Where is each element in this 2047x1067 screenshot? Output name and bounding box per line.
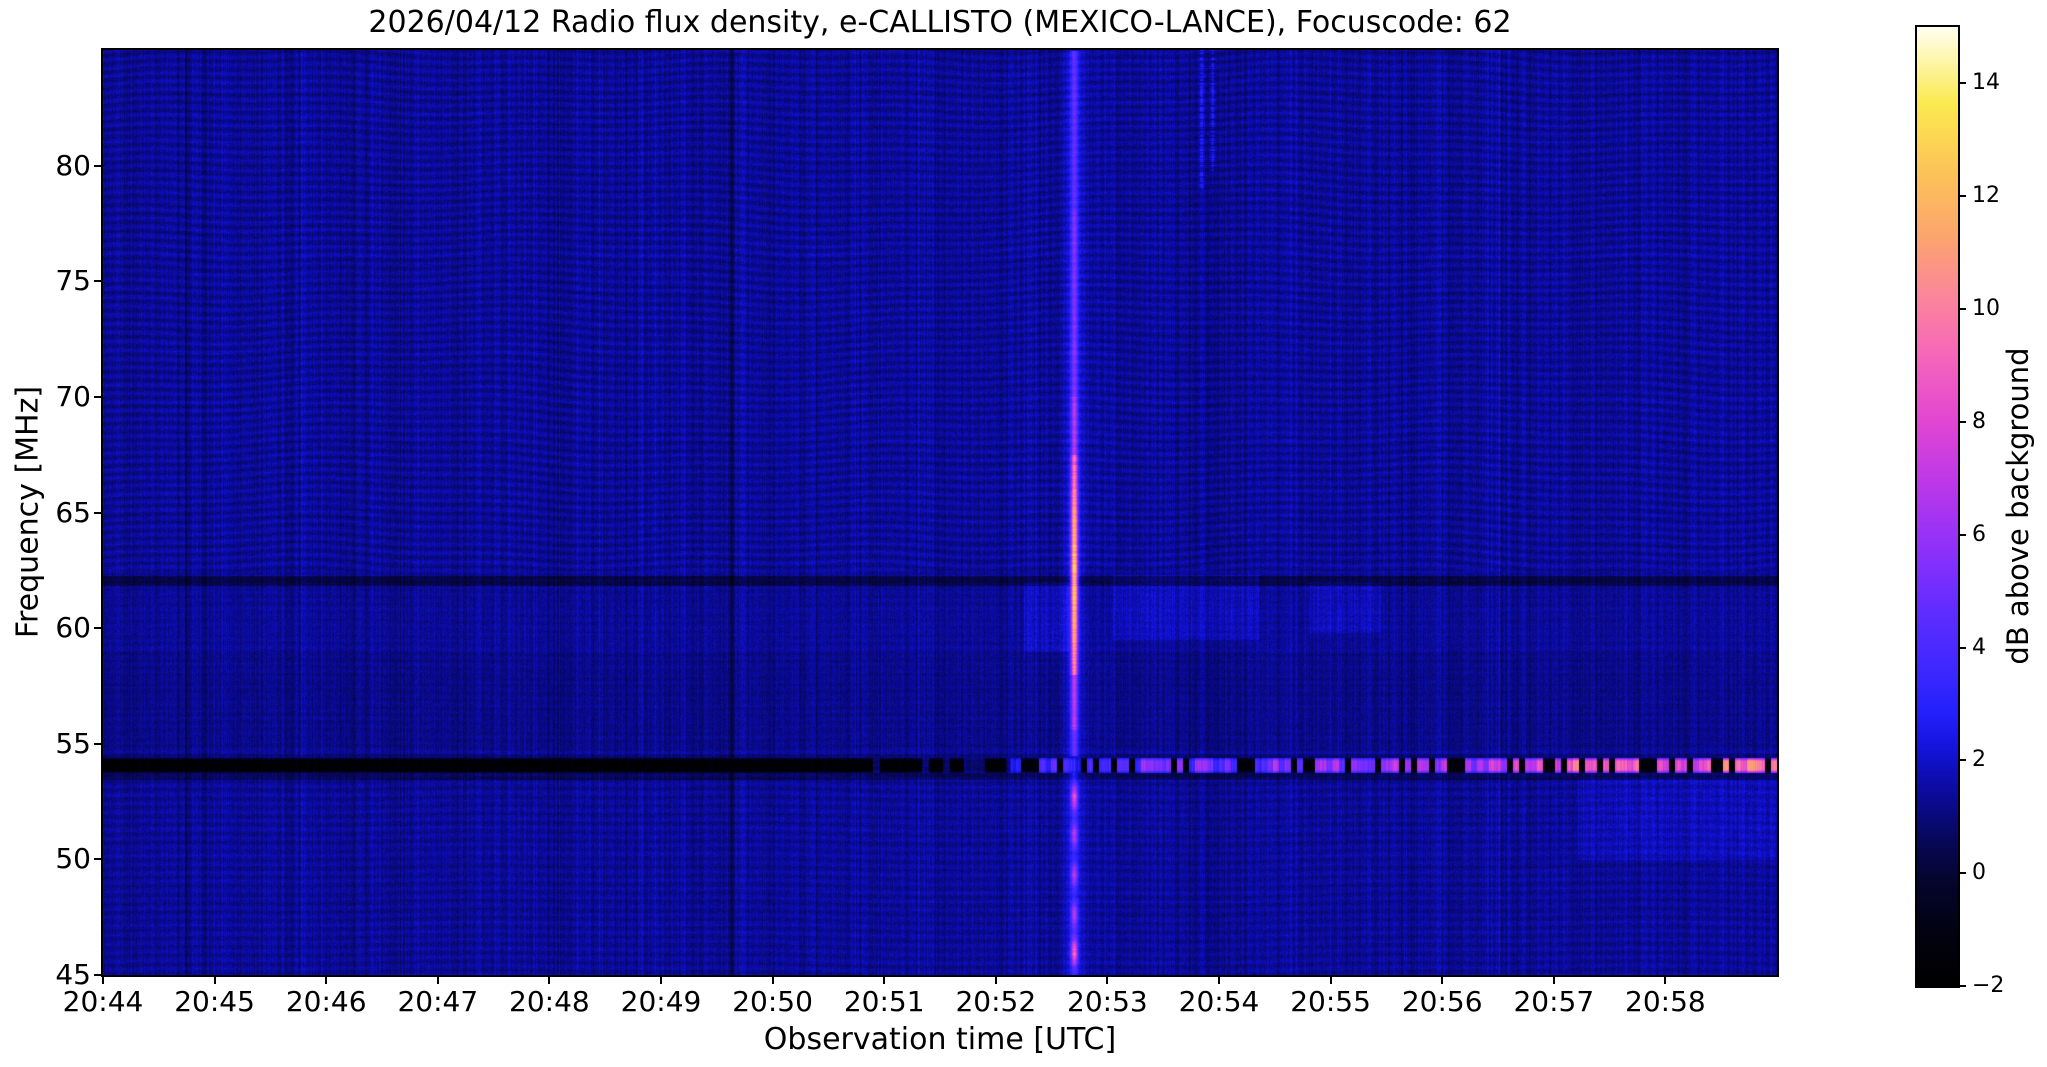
spectrogram-canvas	[103, 50, 1777, 975]
x-tick-mark	[994, 975, 997, 984]
x-tick-label: 20:44	[62, 985, 144, 1018]
colorbar-tick-mark	[1958, 872, 1966, 875]
colorbar-tick-label: 12	[1972, 183, 2000, 209]
y-tick-label: 80	[55, 148, 91, 182]
x-tick-label: 20:56	[1401, 985, 1483, 1018]
colorbar	[1915, 25, 1960, 988]
colorbar-tick-label: 14	[1972, 70, 2000, 96]
y-tick-mark	[94, 395, 103, 398]
x-tick-label: 20:50	[732, 985, 813, 1018]
x-tick-mark	[660, 975, 662, 984]
colorbar-tick-label: 4	[1972, 634, 1986, 660]
colorbar-tick-label: 6	[1972, 521, 1986, 547]
colorbar-tick-mark	[1958, 195, 1966, 198]
x-tick-label: 20:53	[1067, 985, 1148, 1018]
x-tick-label: 20:47	[397, 985, 479, 1018]
colorbar-tick-label: 10	[1972, 296, 2000, 322]
colorbar-tick-mark	[1958, 985, 1966, 987]
chart-title: 2026/04/12 Radio flux density, e-CALLIST…	[368, 5, 1512, 40]
x-tick-label: 20:57	[1513, 985, 1595, 1018]
y-tick-mark	[94, 974, 103, 976]
y-tick-mark	[94, 511, 103, 514]
colorbar-label: dB above background	[2001, 347, 2035, 665]
x-tick-mark	[1441, 975, 1444, 984]
x-tick-mark	[1218, 975, 1220, 984]
colorbar-tick-mark	[1958, 420, 1966, 423]
x-tick-label: 20:52	[955, 985, 1037, 1018]
y-tick-mark	[94, 627, 103, 630]
colorbar-tick-mark	[1958, 646, 1966, 649]
y-tick-label: 65	[55, 495, 91, 529]
colorbar-tick-label: −2	[1972, 973, 2005, 998]
y-tick-mark	[94, 858, 103, 861]
y-tick-label: 50	[55, 842, 91, 876]
y-tick-label: 75	[55, 264, 91, 298]
x-tick-label: 20:45	[174, 985, 255, 1018]
x-tick-label: 20:51	[843, 985, 925, 1018]
y-tick-label: 60	[55, 611, 91, 645]
colorbar-gradient	[1917, 27, 1958, 986]
x-tick-mark	[548, 975, 551, 984]
x-tick-label: 20:49	[620, 985, 702, 1018]
plot-area	[101, 48, 1779, 977]
x-tick-label: 20:55	[1290, 985, 1371, 1018]
x-axis-label: Observation time [UTC]	[763, 1022, 1117, 1057]
y-tick-mark	[94, 164, 103, 167]
x-tick-mark	[325, 975, 328, 984]
colorbar-tick-label: 0	[1972, 860, 1986, 886]
x-tick-label: 20:54	[1178, 985, 1260, 1018]
y-tick-mark	[94, 280, 103, 283]
x-tick-label: 20:58	[1625, 985, 1706, 1018]
y-tick-mark	[94, 742, 103, 745]
x-tick-label: 20:48	[509, 985, 590, 1018]
x-tick-mark	[883, 975, 886, 984]
x-tick-mark	[1106, 975, 1109, 984]
colorbar-tick-mark	[1958, 759, 1966, 762]
colorbar-tick-mark	[1958, 82, 1966, 85]
colorbar-tick-mark	[1958, 308, 1966, 311]
x-tick-mark	[1552, 975, 1555, 984]
colorbar-tick-label: 2	[1972, 747, 1986, 773]
x-tick-mark	[1664, 975, 1667, 984]
colorbar-tick-label: 8	[1972, 408, 1986, 434]
colorbar-tick-mark	[1958, 533, 1966, 536]
y-tick-label: 70	[55, 379, 91, 413]
y-tick-label: 55	[55, 726, 91, 760]
x-tick-mark	[102, 975, 104, 984]
x-tick-mark	[213, 975, 216, 984]
x-tick-mark	[436, 975, 439, 984]
x-tick-mark	[1329, 975, 1332, 984]
y-tick-label: 45	[55, 958, 91, 991]
x-tick-label: 20:46	[285, 985, 367, 1018]
x-tick-mark	[771, 975, 774, 984]
